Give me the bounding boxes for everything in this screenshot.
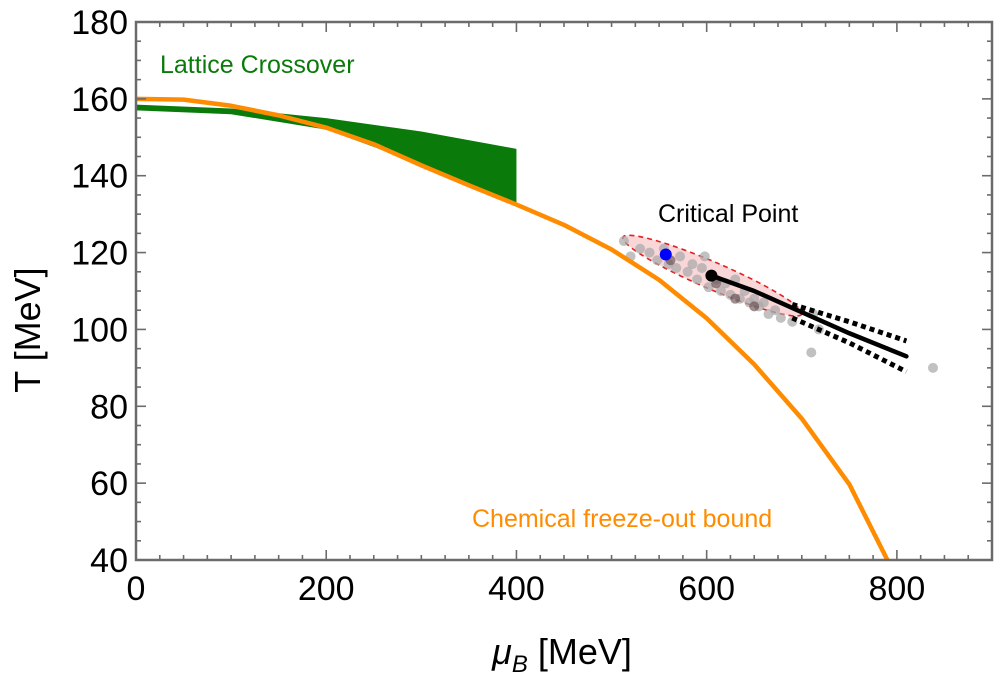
x-tick-label: 400 (488, 570, 545, 608)
y-axis-title: T [MeV] (7, 267, 48, 392)
critical-point-sample-dense (730, 293, 741, 304)
x-axis-symbol: μ (491, 631, 512, 672)
x-tick-label: 200 (298, 570, 355, 608)
axis-ticks-layer: 0 200 400 600 800 40 60 80 100 120 140 160 180 (71, 4, 993, 608)
y-tick-label: 120 (71, 235, 128, 273)
critical-point-sample-dense (749, 301, 760, 312)
y-tick-label: 140 (71, 158, 128, 196)
plot-frame-layer (134, 20, 994, 562)
y-tick-label: 80 (90, 388, 128, 426)
critical-point-label: Critical Point (658, 200, 798, 228)
x-axis-title: μB [MeV] (491, 631, 632, 676)
critical-point-sample (699, 251, 710, 262)
chemical-freezeout-line (135, 96, 890, 562)
y-tick-label: 100 (71, 311, 128, 349)
critical-point-sample (696, 262, 707, 273)
lattice-crossover-label: Lattice Crossover (160, 51, 355, 79)
critical-point-sample (703, 282, 714, 293)
critical-point-bound-line (791, 302, 908, 344)
critical-point-sample (749, 293, 760, 304)
critical-point-sample (758, 297, 769, 308)
y-tick-label: 40 (90, 542, 128, 580)
critical-point-sample (775, 312, 786, 323)
critical-point-sample (652, 255, 663, 266)
critical-point-markers-layer (659, 248, 718, 282)
x-axis-subscript: B (512, 651, 528, 676)
critical-point-sample (682, 266, 693, 277)
critical-point-sample (770, 305, 781, 316)
critical-point-sample (687, 259, 698, 270)
critical-point-sample (715, 286, 726, 296)
critical-point-bound-line (791, 315, 908, 374)
x-tick-label: 800 (869, 570, 926, 608)
y-tick-label: 180 (71, 4, 128, 42)
lattice-crossover-band-layer (136, 104, 517, 203)
y-tick-label: 160 (71, 81, 128, 119)
critical-point-sample (675, 251, 686, 262)
critical-point-sample (671, 262, 682, 273)
critical-point-sample (644, 247, 655, 258)
plot-frame (134, 20, 994, 562)
lattice-crossover-band (136, 104, 517, 203)
x-axis-unit: [MeV] (528, 631, 632, 672)
critical-point-line (709, 273, 909, 359)
critical-point-sample (806, 347, 817, 358)
x-tick-label: 0 (127, 570, 146, 608)
critical-point-sample (618, 236, 629, 247)
critical-point-best-fit-marker (659, 248, 672, 261)
x-tick-label: 600 (678, 570, 735, 608)
chemical-freezeout-label: Chemical freeze-out bound (472, 505, 772, 533)
critical-point-center-marker (705, 269, 718, 282)
critical-point-sample (692, 274, 703, 285)
critical-point-sample (928, 362, 939, 373)
y-tick-label: 60 (90, 465, 128, 503)
series-lines-layer (135, 96, 909, 562)
critical-point-sample (635, 243, 646, 254)
